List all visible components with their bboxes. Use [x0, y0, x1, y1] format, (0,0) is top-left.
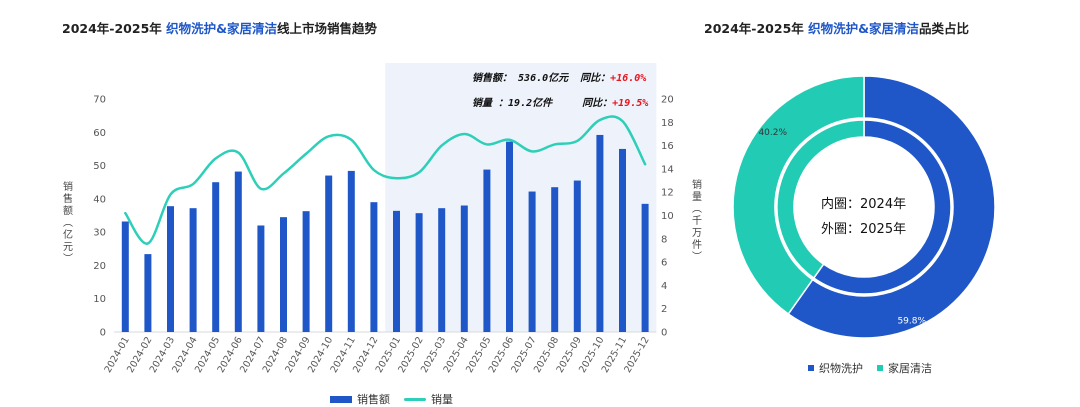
bar-sales-2025-06 [506, 141, 513, 332]
legend-item-fabric[interactable]: 织物洗护 [808, 360, 863, 376]
share-title-highlight: 织物洗护&家居清洁 [808, 21, 920, 36]
trend-legend: 销售额 销量 [330, 391, 453, 407]
y2-tick-label: 14 [661, 164, 674, 175]
share-legend: 织物洗护 家居清洁 [808, 360, 932, 376]
donut-hole [794, 137, 934, 277]
legend-item-volume[interactable]: 销量 [404, 391, 453, 407]
donut-outer-label: 外圈：2025年 [821, 222, 907, 237]
donut-inner-label: 内圈：2024年 [821, 197, 907, 212]
legend-item-home[interactable]: 家居清洁 [877, 360, 932, 376]
bar-sales-2025-01 [393, 210, 400, 332]
y-tick-label: 20 [93, 261, 106, 272]
bar-sales-2024-10 [325, 175, 333, 332]
y2-tick-label: 0 [661, 328, 667, 339]
bar-sales-2024-12 [370, 202, 378, 332]
share-title-suffix: 品类占比 [919, 21, 970, 36]
volume-annotation-value: 19.2亿件 [508, 98, 553, 109]
bar-sales-2024-05 [212, 182, 220, 332]
bar-sales-2024-04 [189, 208, 197, 332]
bar-sales-2025-09 [573, 180, 581, 332]
legend-home-label: 家居清洁 [888, 362, 932, 375]
bar-sales-2024-07 [257, 225, 265, 332]
y2-tick-label: 4 [661, 281, 667, 292]
highlight-band [385, 63, 657, 332]
trend-title-highlight: 织物洗护&家居清洁 [166, 21, 278, 36]
volume-yoy-label: 同比： [582, 98, 613, 109]
y-tick-label: 0 [100, 328, 106, 339]
bar-sales-2025-12 [641, 203, 649, 332]
y2-tick-label: 12 [661, 188, 674, 199]
outer-slice-家居清洁 [732, 75, 865, 315]
bar-sales-2025-10 [596, 134, 604, 332]
sales-annotation: 销售额： 536.0亿元 同比：+16.0% [472, 69, 646, 84]
bar-sales-2024-11 [347, 170, 355, 332]
bar-sales-2025-02 [415, 213, 423, 332]
y2-tick-label: 18 [661, 118, 674, 129]
bar-sales-2024-01 [121, 221, 129, 332]
y-axis-title: 销售额︵亿元︶ [63, 180, 73, 265]
sales-yoy-label: 同比： [580, 73, 611, 84]
legend-line-swatch [404, 397, 426, 401]
y2-tick-label: 2 [661, 304, 667, 315]
bar-sales-2024-08 [280, 217, 287, 332]
y-tick-label: 10 [93, 294, 106, 305]
bar-sales-2025-03 [438, 208, 446, 332]
slice-label-织物洗护: 59.8% [897, 316, 926, 326]
line-volume [124, 115, 647, 245]
bar-sales-2025-08 [551, 187, 559, 332]
share-chart-title: 2024年-2025年 织物洗护&家居清洁品类占比 [704, 18, 969, 37]
outer-slice-织物洗护 [787, 75, 996, 339]
trend-title-prefix: 2024年-2025年 [62, 21, 167, 36]
bar-sales-2024-09 [302, 211, 310, 332]
bar-sales-2025-07 [528, 191, 536, 332]
legend-sales-label: 销售额 [357, 393, 390, 406]
bar-sales-2025-11 [619, 148, 626, 332]
legend-item-sales[interactable]: 销售额 [330, 391, 390, 407]
legend-home-swatch [877, 365, 883, 371]
bar-sales-2025-04 [460, 205, 468, 332]
y2-tick-label: 8 [661, 234, 667, 245]
y2-tick-label: 10 [661, 211, 674, 222]
sales-yoy-value: +16.0% [610, 73, 647, 84]
y-tick-label: 50 [93, 161, 106, 172]
trend-title-suffix: 线上市场销售趋势 [277, 21, 378, 36]
y2-axis-title: 销量︵千万件︶ [692, 178, 702, 263]
share-title-prefix: 2024年-2025年 [704, 21, 809, 36]
volume-yoy-value: +19.5% [612, 98, 649, 109]
y2-tick-label: 6 [661, 258, 667, 269]
slice-label-家居清洁: 40.2% [758, 128, 787, 138]
y-tick-label: 60 [93, 128, 106, 139]
sales-annotation-value: 536.0亿元 [518, 73, 569, 84]
bar-sales-2024-06 [234, 171, 242, 332]
legend-fabric-swatch [808, 365, 814, 371]
volume-annotation-label: 销量 ： [472, 98, 509, 109]
legend-fabric-label: 织物洗护 [819, 362, 863, 375]
trend-chart-title: 2024年-2025年 织物洗护&家居清洁线上市场销售趋势 [62, 18, 377, 37]
sales-annotation-label: 销售额： [472, 73, 512, 84]
volume-annotation: 销量 ：19.2亿件 同比：+19.5% [472, 94, 648, 109]
y2-tick-label: 20 [661, 95, 674, 106]
y-tick-label: 70 [93, 95, 106, 106]
bar-sales-2025-05 [483, 169, 491, 332]
bar-sales-2024-03 [167, 206, 174, 332]
y-tick-label: 30 [93, 228, 106, 239]
y-tick-label: 40 [93, 194, 106, 205]
legend-volume-label: 销量 [431, 393, 453, 406]
bar-sales-2024-02 [144, 254, 152, 332]
legend-bar-swatch [330, 395, 352, 403]
y2-tick-label: 16 [661, 141, 674, 152]
